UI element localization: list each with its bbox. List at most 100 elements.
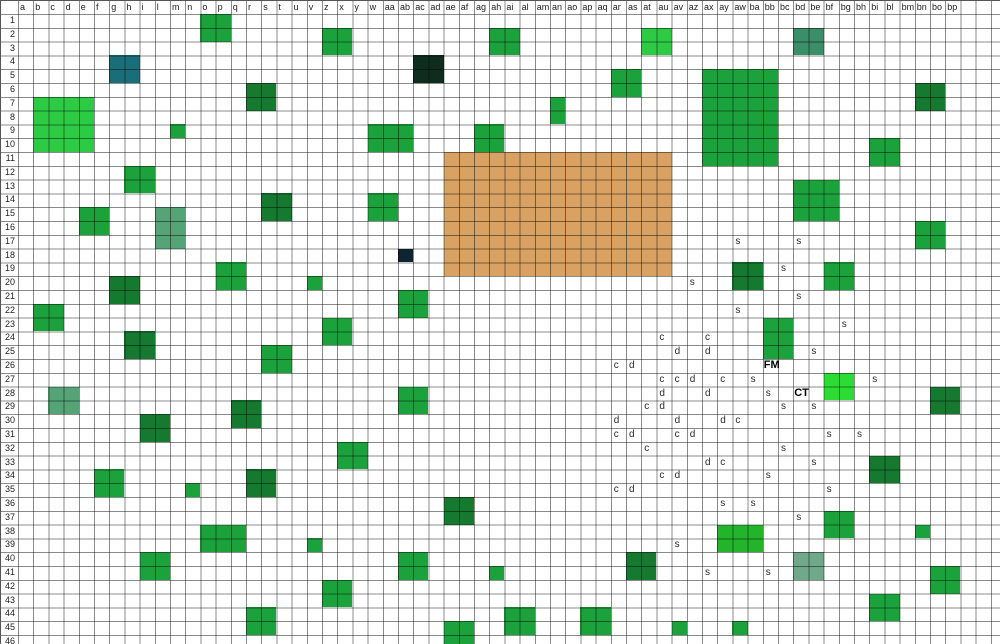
column-header-be[interactable]: be bbox=[810, 2, 821, 12]
cell-label-s-aw22[interactable]: s bbox=[735, 304, 741, 316]
column-header-x[interactable]: x bbox=[339, 2, 344, 12]
cell-label-s-bc29[interactable]: s bbox=[781, 401, 786, 413]
map-block-dark-bo28[interactable] bbox=[930, 386, 961, 415]
map-block-green-ah2[interactable] bbox=[489, 27, 520, 56]
cell-label-s-ay36[interactable]: s bbox=[720, 498, 726, 509]
map-block-green-ax5[interactable] bbox=[702, 69, 778, 166]
cell-label-d-ax25[interactable]: d bbox=[705, 346, 711, 358]
map-block-green-w9[interactable] bbox=[367, 124, 414, 152]
cell-label-d-az31[interactable]: d bbox=[689, 429, 696, 440]
map-block-blacknavy-ab18[interactable] bbox=[398, 248, 414, 263]
map-block-dark-g20[interactable] bbox=[109, 276, 140, 304]
cell-label-s-aw17[interactable]: s bbox=[735, 235, 741, 247]
map-block-green-v39[interactable] bbox=[306, 538, 322, 553]
column-header-b[interactable]: b bbox=[35, 2, 41, 12]
cell-label-d-au28[interactable]: d bbox=[659, 387, 665, 399]
cell-label-c-au27[interactable]: c bbox=[659, 373, 665, 385]
map-block-dark-bi33[interactable] bbox=[869, 455, 900, 484]
map-block-green-bf37[interactable] bbox=[823, 510, 854, 539]
map-block-green-h12[interactable] bbox=[124, 165, 155, 194]
column-header-h[interactable]: h bbox=[126, 2, 132, 12]
column-header-ai[interactable]: ai bbox=[506, 2, 514, 12]
map-block-green-z23[interactable] bbox=[322, 317, 353, 346]
map-block-green-ah41[interactable] bbox=[489, 566, 505, 580]
column-header-q[interactable]: q bbox=[232, 2, 238, 12]
map-block-green-m9[interactable] bbox=[170, 124, 186, 139]
column-header-ad[interactable]: ad bbox=[430, 2, 441, 12]
map-block-green-ab28[interactable] bbox=[398, 386, 429, 415]
row-header-37[interactable]: 37 bbox=[4, 511, 15, 522]
row-header-2[interactable]: 2 bbox=[9, 28, 15, 39]
row-header-15[interactable]: 15 bbox=[4, 208, 15, 219]
map-block-green-f34[interactable] bbox=[94, 469, 125, 497]
column-header-bo[interactable]: bo bbox=[932, 2, 943, 12]
column-header-g[interactable]: g bbox=[111, 2, 117, 12]
map-block-vivid-bf27[interactable] bbox=[823, 372, 854, 401]
cell-label-d-ay30[interactable]: d bbox=[720, 415, 726, 427]
map-block-green-x32[interactable] bbox=[337, 441, 368, 470]
cell-label-s-bi27[interactable]: s bbox=[872, 373, 878, 385]
column-header-bl[interactable]: bl bbox=[886, 2, 894, 12]
column-header-am[interactable]: am bbox=[536, 2, 550, 12]
column-header-bc[interactable]: bc bbox=[780, 2, 790, 12]
row-header-1[interactable]: 1 bbox=[9, 15, 15, 25]
cell-label-c-av27[interactable]: c bbox=[674, 373, 680, 385]
cell-label-s-bf35[interactable]: s bbox=[826, 484, 832, 496]
row-header-4[interactable]: 4 bbox=[9, 56, 15, 67]
map-block-green-z2[interactable] bbox=[322, 27, 353, 56]
cell-label-c-ar26[interactable]: c bbox=[613, 360, 619, 371]
column-header-ar[interactable]: ar bbox=[612, 2, 621, 12]
row-header-30[interactable]: 30 bbox=[4, 415, 15, 426]
map-block-green-n35[interactable] bbox=[185, 483, 201, 497]
column-header-az[interactable]: az bbox=[688, 2, 699, 12]
column-header-a[interactable]: a bbox=[20, 2, 26, 12]
row-header-43[interactable]: 43 bbox=[4, 594, 15, 605]
map-block-green-w14[interactable] bbox=[367, 193, 398, 221]
column-header-af[interactable]: af bbox=[460, 2, 469, 12]
map-block-green-o38[interactable] bbox=[200, 524, 246, 553]
row-header-3[interactable]: 3 bbox=[9, 42, 15, 53]
row-header-39[interactable]: 39 bbox=[4, 539, 15, 550]
column-header-ao[interactable]: ao bbox=[567, 2, 578, 12]
column-header-ap[interactable]: ap bbox=[582, 2, 593, 12]
row-header-29[interactable]: 29 bbox=[4, 401, 15, 412]
column-header-ay[interactable]: ay bbox=[719, 2, 729, 12]
cell-label-s-bg23[interactable]: s bbox=[841, 318, 847, 330]
column-header-ac[interactable]: ac bbox=[415, 2, 425, 12]
map-block-green-bb23[interactable] bbox=[762, 317, 794, 359]
column-header-s[interactable]: s bbox=[263, 2, 268, 12]
row-header-40[interactable]: 40 bbox=[4, 553, 15, 564]
row-header-18[interactable]: 18 bbox=[4, 249, 15, 260]
row-header-21[interactable]: 21 bbox=[4, 291, 15, 301]
row-header-24[interactable]: 24 bbox=[4, 332, 15, 343]
row-header-13[interactable]: 13 bbox=[4, 180, 15, 191]
map-block-blackgreen-ac4[interactable] bbox=[413, 55, 444, 83]
map-block-sea-l15[interactable] bbox=[154, 207, 186, 249]
row-header-45[interactable]: 45 bbox=[4, 622, 15, 633]
map-block-green-r44[interactable] bbox=[246, 607, 277, 635]
cell-label-s-ba36[interactable]: s bbox=[750, 498, 756, 509]
column-header-t[interactable]: t bbox=[278, 2, 281, 12]
cell-label-d-av30[interactable]: d bbox=[674, 415, 681, 427]
row-header-17[interactable]: 17 bbox=[4, 235, 15, 246]
cell-label-d-au29[interactable]: d bbox=[659, 401, 665, 413]
map-block-green-o1[interactable] bbox=[200, 14, 231, 42]
map-block-dark-i30[interactable] bbox=[139, 414, 170, 442]
row-header-14[interactable]: 14 bbox=[4, 194, 15, 205]
map-block-green-p19[interactable] bbox=[215, 262, 246, 290]
column-header-bg[interactable]: bg bbox=[840, 2, 851, 12]
row-header-41[interactable]: 41 bbox=[4, 567, 15, 577]
row-header-44[interactable]: 44 bbox=[4, 608, 15, 619]
column-header-r[interactable]: r bbox=[248, 2, 251, 12]
column-header-au[interactable]: au bbox=[658, 2, 669, 12]
column-header-f[interactable]: f bbox=[96, 2, 99, 12]
map-block-medium-ay38[interactable] bbox=[717, 524, 763, 553]
column-header-m[interactable]: m bbox=[172, 2, 180, 12]
cell-label-d-ax33[interactable]: d bbox=[705, 456, 711, 468]
cell-label-c-ar35[interactable]: c bbox=[613, 484, 619, 496]
column-header-ab[interactable]: ab bbox=[400, 2, 411, 12]
map-block-green-an7[interactable] bbox=[550, 96, 566, 125]
cell-label-c-ay27[interactable]: c bbox=[720, 373, 726, 385]
column-header-aa[interactable]: aa bbox=[384, 2, 395, 12]
cell-label-s-bb41[interactable]: s bbox=[765, 567, 771, 578]
